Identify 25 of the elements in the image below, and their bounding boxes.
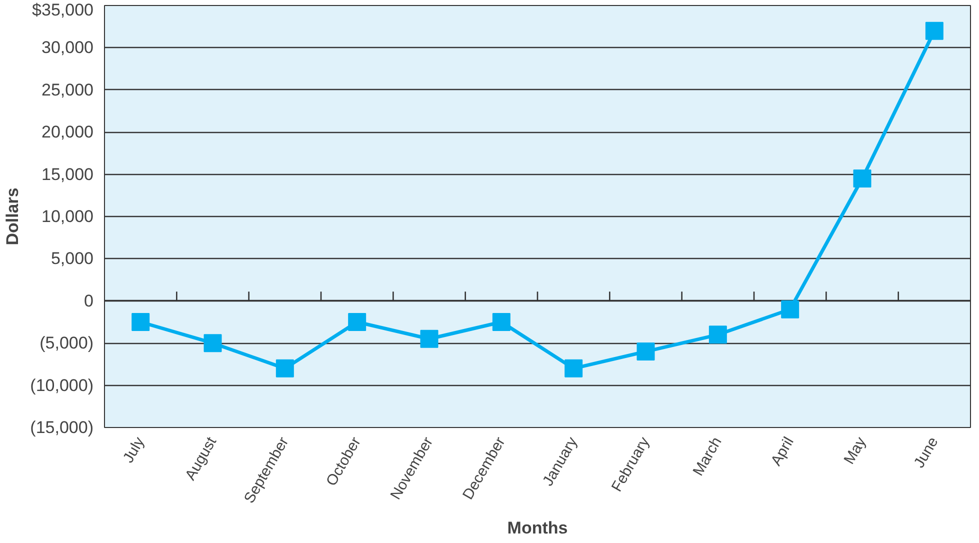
y-tick-label: (5,000) bbox=[40, 334, 94, 353]
y-tick-label: 10,000 bbox=[42, 207, 94, 226]
point bbox=[420, 330, 438, 348]
point bbox=[636, 342, 655, 361]
y-tick-label: 25,000 bbox=[42, 80, 94, 100]
point bbox=[925, 22, 944, 40]
y-tick-label: (10,000) bbox=[30, 376, 94, 395]
point bbox=[781, 300, 800, 318]
point bbox=[708, 326, 727, 344]
point bbox=[132, 313, 150, 331]
y-tick-label: 15,000 bbox=[42, 164, 94, 184]
point bbox=[564, 359, 583, 378]
y-tick-label: $35,000 bbox=[32, 0, 94, 20]
y-tick-label: 0 bbox=[84, 291, 94, 310]
point bbox=[492, 313, 510, 331]
point bbox=[276, 359, 294, 378]
y-tick-label: 20,000 bbox=[42, 122, 94, 142]
y-axis-title: Dollars bbox=[3, 188, 22, 246]
y-tick-label: 30,000 bbox=[42, 38, 94, 58]
x-axis-title: Months bbox=[507, 518, 568, 538]
point bbox=[853, 170, 872, 188]
point bbox=[348, 313, 366, 331]
y-tick-label: (15,000) bbox=[30, 418, 94, 437]
point bbox=[204, 334, 222, 352]
y-tick-label: 5,000 bbox=[50, 249, 94, 268]
